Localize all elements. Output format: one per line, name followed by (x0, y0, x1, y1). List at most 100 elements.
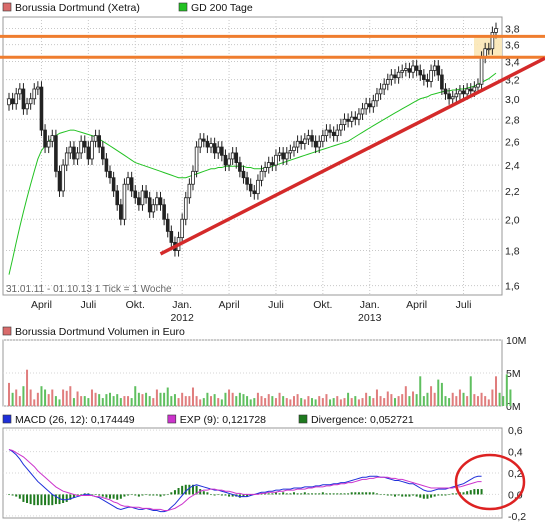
divergence-bar (394, 494, 396, 496)
candle-body (242, 171, 245, 177)
volume-bar (347, 393, 349, 406)
volume-bar (174, 394, 176, 406)
volume-bar (372, 398, 374, 406)
divergence-bar (358, 492, 360, 494)
price-y-tick-label: 2,0 (505, 214, 520, 226)
volume-bar (416, 394, 418, 406)
divergence-bar (214, 494, 216, 495)
volume-bar (318, 396, 320, 406)
volume-bar (138, 393, 140, 406)
candle-body (462, 91, 465, 94)
volume-bar (506, 374, 508, 406)
volume-bar (311, 398, 313, 406)
candle-body (477, 84, 480, 87)
candle-body (437, 66, 440, 75)
divergence-bar (437, 494, 439, 495)
candle-body (383, 84, 386, 89)
volume-bar (491, 390, 493, 407)
volume-bar (343, 398, 345, 406)
volume-bar (300, 398, 302, 406)
candle-body (390, 75, 393, 80)
volume-bar (351, 398, 353, 406)
divergence-bar (123, 494, 125, 496)
volume-bar (253, 398, 255, 406)
volume-bar (437, 380, 439, 406)
volume-bar (365, 393, 367, 406)
volume-bar (466, 396, 468, 406)
volume-bar (430, 386, 432, 406)
candle-body (404, 69, 407, 71)
candle-body (206, 141, 209, 147)
divergence-bar (441, 494, 443, 495)
candle-body (451, 97, 454, 99)
divergence-bar (365, 492, 367, 494)
candle-body (307, 136, 310, 139)
divergence-bar (181, 486, 183, 495)
candle-body (73, 147, 76, 159)
candle-body (354, 117, 357, 119)
volume-bar (131, 398, 133, 406)
divergence-bar (167, 494, 169, 495)
price-x-tick-label: April (31, 299, 52, 311)
legend-label: GD 200 Tage (191, 2, 253, 14)
volume-bar (188, 396, 190, 406)
candle-body (65, 153, 68, 165)
volume-bar (206, 393, 208, 406)
divergence-bar (481, 489, 483, 494)
volume-bar (452, 393, 454, 406)
divergence-bar (203, 491, 205, 494)
volume-bar (257, 393, 259, 406)
divergence-bar (343, 493, 345, 494)
price-y-tick-label: 2,4 (505, 160, 520, 172)
candle-body (257, 180, 260, 193)
price-y-tick-label: 2,8 (505, 114, 520, 126)
candle-body (15, 94, 18, 104)
volume-bar (286, 398, 288, 406)
legend-label: Borussia Dortmund (Xetra) (15, 2, 140, 14)
candle-body (368, 104, 371, 107)
volume-bar (203, 398, 205, 406)
divergence-bar (430, 494, 432, 497)
volume-bar (354, 396, 356, 406)
candle-body (26, 104, 29, 109)
divergence-bar (329, 493, 331, 494)
candle-body (412, 66, 415, 72)
divergence-bar (33, 494, 35, 505)
volume-bar (127, 396, 129, 406)
divergence-bar (311, 493, 313, 494)
volume-bar (297, 394, 299, 406)
volume-bar (282, 396, 284, 406)
candle-body (235, 153, 238, 163)
volume-bar (235, 396, 237, 406)
volume-bar (289, 399, 291, 406)
volume-bar (232, 393, 234, 406)
divergence-bar (434, 494, 436, 496)
volume-bar (84, 396, 86, 406)
volume-bar (217, 398, 219, 406)
volume-bar (224, 393, 226, 406)
candle-body (202, 139, 205, 141)
period-info: 31.01.11 - 01.10.13 1 Tick = 1 Woche (6, 284, 172, 295)
candle-body (69, 147, 72, 153)
candle-body (282, 153, 285, 159)
divergence-bar (318, 493, 320, 494)
macd-y-tick-label: -0,2 (508, 511, 526, 523)
candle-body (487, 49, 490, 50)
candle-body (101, 147, 104, 159)
volume-bar (163, 393, 165, 406)
candle-body (80, 141, 83, 153)
candle-body (94, 136, 97, 142)
volume-bar (394, 398, 396, 406)
volume-bar (470, 376, 472, 406)
candle-body (192, 171, 195, 184)
volume-y-tick-label: 5M (506, 368, 521, 380)
volume-bar (495, 376, 497, 406)
price-y-tick-label: 1,6 (505, 281, 520, 293)
divergence-bar (401, 494, 403, 496)
divergence-bar (134, 494, 136, 495)
candle-body (491, 32, 494, 48)
price-x-tick-label: Okt. (313, 299, 332, 311)
candle-body (98, 136, 101, 147)
price-y-tick-label: 3,0 (505, 94, 520, 106)
volume-bar (423, 396, 425, 406)
